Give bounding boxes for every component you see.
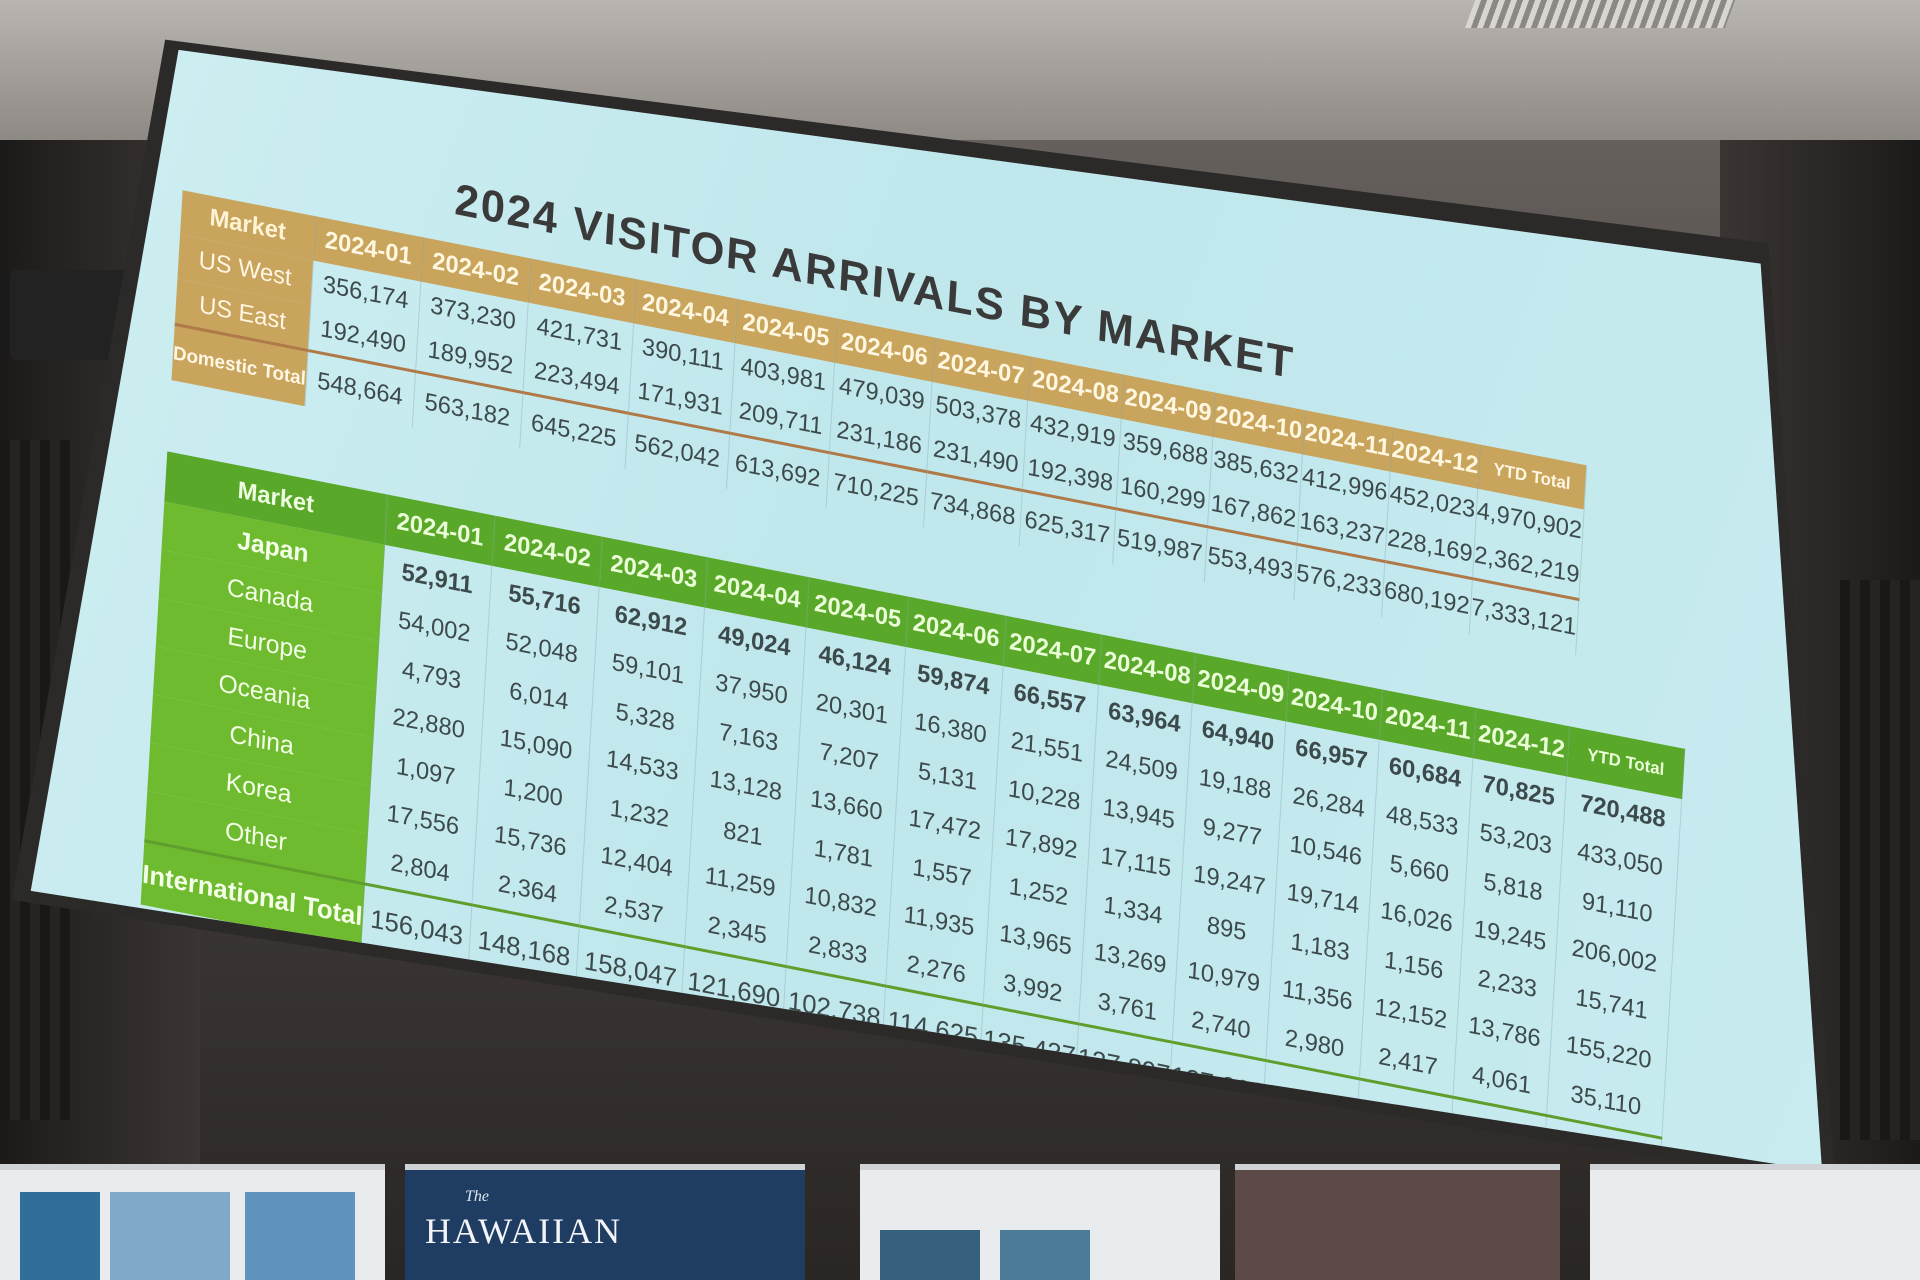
banner-stand — [1235, 1164, 1560, 1280]
right-curtain — [1840, 580, 1920, 1140]
brand-prefix: The — [465, 1188, 489, 1205]
banner-stand — [1590, 1164, 1920, 1280]
slide: 2024 VISITOR ARRIVALS BY MARKET Market 2… — [138, 150, 1721, 1172]
banner-stand: The HAWAIIAN — [405, 1164, 805, 1280]
brand-logo: HAWAIIAN — [425, 1211, 623, 1251]
banner-photo — [1000, 1230, 1090, 1280]
banner-photo — [110, 1192, 230, 1280]
banner-stand — [0, 1164, 385, 1280]
banner-photo — [20, 1192, 100, 1280]
banner-stand — [860, 1164, 1220, 1280]
ceiling-vent — [1464, 0, 1736, 28]
banner-photo — [880, 1230, 980, 1280]
banner-photo — [245, 1192, 355, 1280]
